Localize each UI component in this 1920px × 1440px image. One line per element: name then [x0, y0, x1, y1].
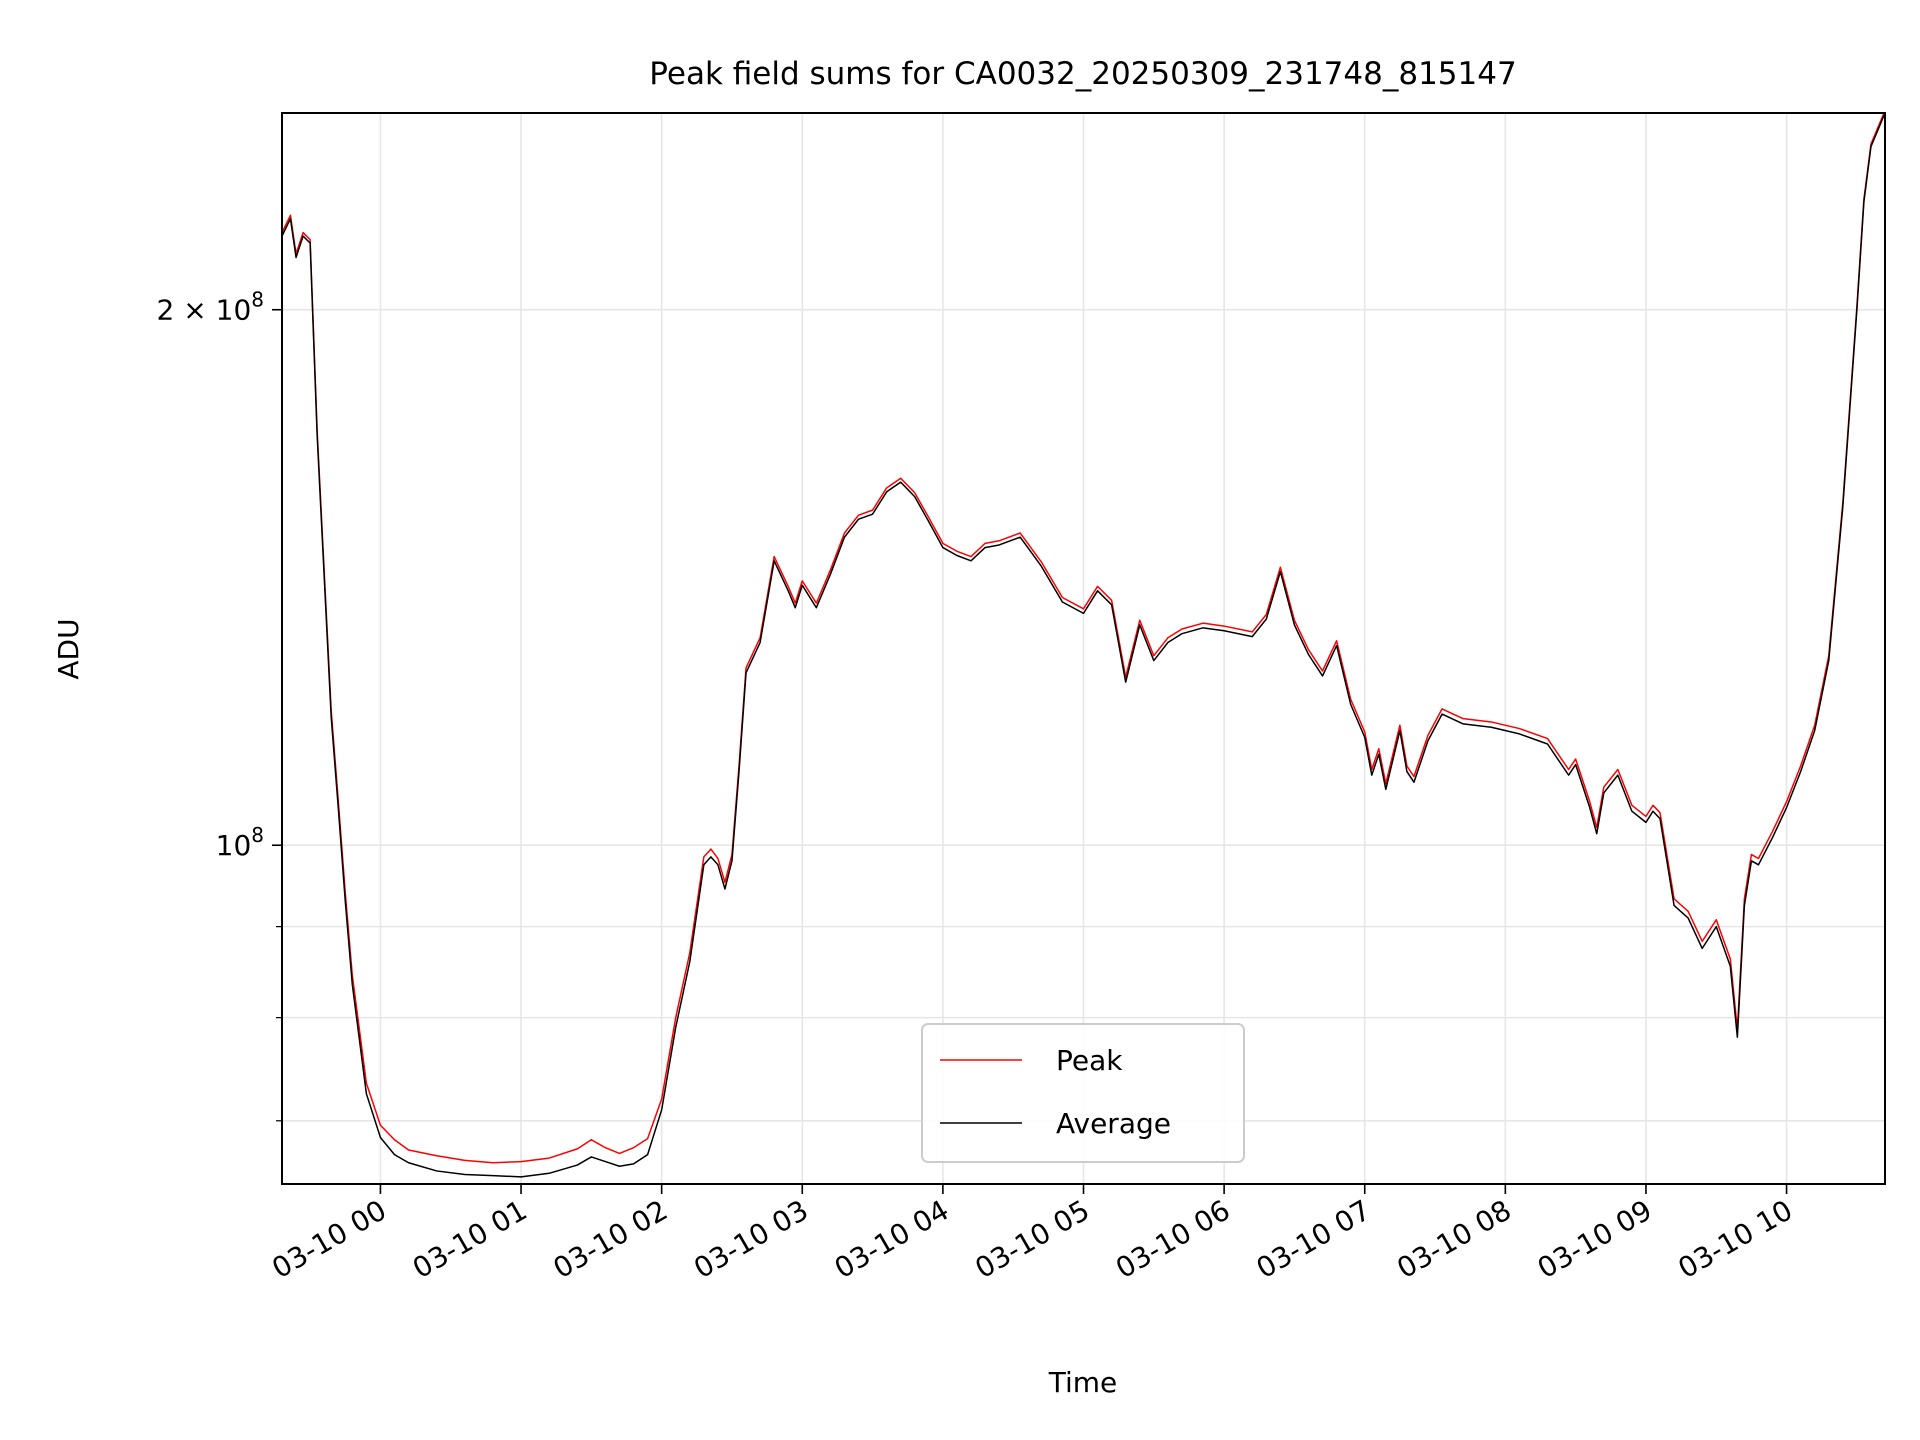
y-tick-exponent: 8 [251, 823, 264, 847]
y-tick-mantissa: 10 [216, 829, 252, 862]
series-layer [282, 113, 1885, 1178]
legend-label-peak: Peak [1056, 1044, 1123, 1077]
y-tick-label: 108 [216, 823, 264, 862]
y-tick-mantissa: 2 × 10 [157, 294, 252, 327]
y-axis-label: ADU [52, 618, 85, 679]
series-line-peak [282, 113, 1885, 1164]
y-tick-exponent: 8 [251, 288, 264, 312]
legend: Peak Average [921, 1023, 1245, 1163]
chart-title: Peak field sums for CA0032_20250309_2317… [649, 56, 1516, 92]
legend-label-average: Average [1056, 1107, 1171, 1140]
legend-box [921, 1023, 1245, 1163]
series-line-average [282, 113, 1885, 1178]
x-axis-label: Time [1048, 1366, 1118, 1399]
y-tick-label: 2 × 108 [157, 288, 264, 327]
